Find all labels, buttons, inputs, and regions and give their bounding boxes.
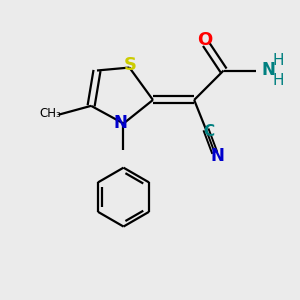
Text: N: N — [261, 61, 275, 79]
Text: O: O — [197, 32, 212, 50]
Text: C: C — [203, 124, 214, 139]
Text: N: N — [113, 115, 127, 133]
Text: CH₃: CH₃ — [40, 107, 62, 120]
Text: N: N — [210, 147, 224, 165]
Text: H: H — [272, 53, 284, 68]
Text: S: S — [124, 56, 136, 74]
Text: H: H — [272, 73, 284, 88]
